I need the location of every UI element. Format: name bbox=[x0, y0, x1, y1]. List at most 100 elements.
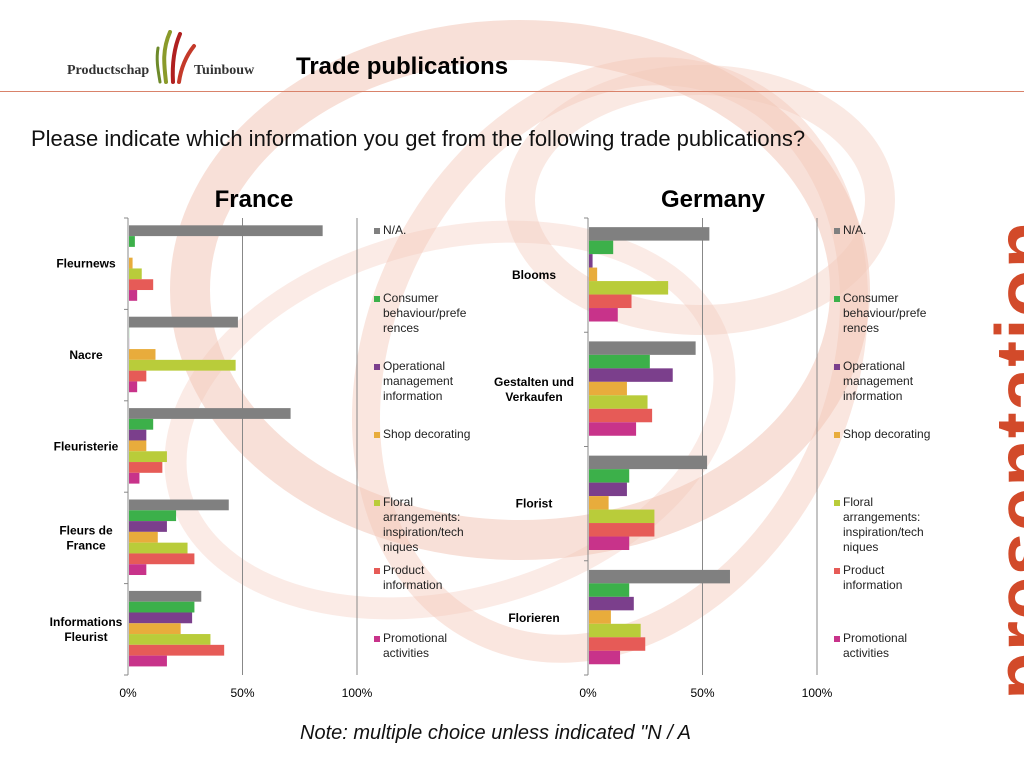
legend-label: inspiration/tech bbox=[843, 525, 924, 539]
legend-label: N/A. bbox=[843, 223, 866, 237]
bar bbox=[129, 381, 138, 393]
bar bbox=[129, 590, 202, 602]
bar bbox=[129, 553, 195, 565]
legend-swatch bbox=[834, 364, 840, 370]
legend-label: niques bbox=[383, 540, 418, 554]
bar bbox=[589, 523, 655, 537]
bar bbox=[129, 472, 140, 484]
bar bbox=[589, 254, 593, 268]
bar bbox=[129, 225, 323, 237]
legend-label: arrangements: bbox=[383, 510, 460, 524]
bar bbox=[589, 509, 655, 524]
bar bbox=[129, 257, 133, 269]
legend-swatch bbox=[374, 296, 380, 302]
logo-text-left: Productschap bbox=[67, 63, 150, 78]
bar bbox=[129, 601, 195, 613]
legend-label: information bbox=[843, 389, 902, 403]
bar bbox=[589, 227, 710, 241]
bar bbox=[129, 462, 163, 473]
bar bbox=[589, 596, 634, 611]
bar bbox=[589, 650, 621, 665]
bar bbox=[589, 381, 627, 396]
footnote: Note: multiple choice unless indicated "… bbox=[300, 722, 691, 744]
bar bbox=[129, 370, 147, 382]
legend-label: niques bbox=[843, 540, 878, 554]
category-label: Nacre bbox=[69, 348, 103, 362]
bar bbox=[589, 422, 637, 436]
bar bbox=[589, 455, 708, 470]
bar bbox=[129, 279, 154, 291]
x-tick-label: 0% bbox=[119, 686, 137, 700]
legend-label: Operational bbox=[383, 359, 445, 373]
x-tick-label: 50% bbox=[230, 686, 254, 700]
bar bbox=[129, 531, 158, 543]
bar bbox=[129, 290, 138, 301]
category-label: Florieren bbox=[508, 611, 559, 625]
legend-label: Consumer bbox=[843, 291, 898, 305]
legend-swatch bbox=[834, 432, 840, 438]
bar bbox=[589, 482, 627, 497]
question-text: Please indicate which information you ge… bbox=[31, 126, 806, 151]
legend-swatch bbox=[834, 228, 840, 234]
bar bbox=[129, 408, 291, 419]
bar bbox=[589, 294, 632, 309]
bar bbox=[129, 510, 177, 522]
category-label: Gestalten und bbox=[494, 375, 574, 389]
category-label: Blooms bbox=[512, 268, 556, 282]
bar bbox=[589, 281, 669, 295]
bar bbox=[129, 644, 225, 656]
bar bbox=[129, 236, 135, 247]
bar bbox=[129, 542, 188, 554]
legend-swatch bbox=[834, 500, 840, 506]
legend-label: arrangements: bbox=[843, 510, 920, 524]
legend-label: Product bbox=[843, 563, 885, 577]
bar bbox=[129, 349, 156, 360]
bar bbox=[589, 308, 618, 322]
bar bbox=[129, 316, 238, 328]
bar bbox=[589, 496, 609, 510]
bar bbox=[589, 569, 730, 584]
legend-label: Shop decorating bbox=[843, 427, 930, 441]
legend-label: information bbox=[383, 578, 442, 592]
legend-label: Floral bbox=[843, 495, 873, 509]
bar bbox=[129, 451, 167, 463]
category-label: Informations bbox=[50, 615, 123, 629]
bar bbox=[129, 623, 181, 635]
bar bbox=[129, 440, 147, 452]
legend-label: Operational bbox=[843, 359, 905, 373]
legend-label: Consumer bbox=[383, 291, 438, 305]
bar bbox=[589, 583, 630, 597]
chart-title-france: France bbox=[214, 186, 294, 213]
bar bbox=[589, 395, 648, 409]
side-word-presentation: presentation bbox=[979, 219, 1024, 700]
legend-swatch bbox=[374, 568, 380, 574]
category-label: Florist bbox=[516, 497, 553, 511]
legend-label: Promotional bbox=[383, 631, 447, 645]
bar bbox=[129, 655, 167, 667]
bar bbox=[129, 418, 154, 430]
bar bbox=[589, 354, 650, 369]
legend-label: Shop decorating bbox=[383, 427, 470, 441]
legend-swatch bbox=[374, 432, 380, 438]
legend-label: information bbox=[843, 578, 902, 592]
legend-swatch bbox=[374, 364, 380, 370]
legend-label: Product bbox=[383, 563, 425, 577]
bar bbox=[589, 637, 646, 651]
bar bbox=[129, 429, 147, 441]
category-label: Fleurs de bbox=[59, 523, 113, 537]
legend-label: rences bbox=[843, 321, 879, 335]
bar bbox=[129, 359, 236, 371]
legend-label: behaviour/prefe bbox=[383, 306, 467, 320]
bar bbox=[129, 564, 147, 576]
legend-label: behaviour/prefe bbox=[843, 306, 927, 320]
x-tick-label: 0% bbox=[579, 686, 597, 700]
x-tick-label: 100% bbox=[342, 686, 373, 700]
legend-swatch bbox=[834, 568, 840, 574]
category-label: Fleurnews bbox=[56, 257, 116, 271]
bar bbox=[589, 408, 653, 423]
legend-label: management bbox=[383, 374, 454, 388]
bar bbox=[129, 499, 229, 511]
legend-label: Floral bbox=[383, 495, 413, 509]
